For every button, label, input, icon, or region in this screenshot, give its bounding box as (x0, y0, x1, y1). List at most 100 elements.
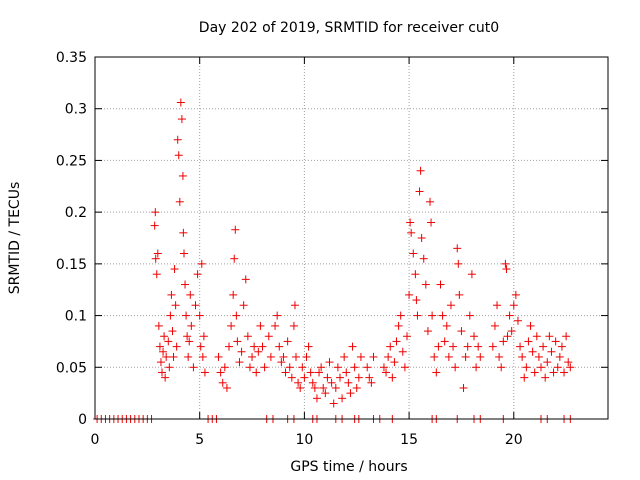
data-point (317, 363, 326, 372)
data-point (273, 311, 282, 320)
data-point (186, 290, 195, 299)
data-point (172, 342, 181, 351)
data-point (179, 249, 188, 258)
y-tick-label: 0 (78, 412, 87, 428)
data-point (398, 347, 407, 356)
data-point (432, 368, 441, 377)
data-point (214, 352, 223, 361)
data-point (150, 221, 159, 230)
data-point (502, 265, 511, 274)
data-point (338, 394, 347, 403)
data-point (289, 321, 298, 330)
axis-ticks: 0 0.05 0.1 0.15 0.2 0.25 0.3 0.35 0 5 10 15 20 (56, 50, 608, 448)
data-point (283, 337, 292, 346)
data-point (409, 249, 418, 258)
data-point (545, 332, 554, 341)
data-point (258, 342, 267, 351)
plot-frame (94, 56, 609, 420)
data-point (472, 363, 481, 372)
data-point (227, 321, 236, 330)
data-point (384, 352, 393, 361)
data-point (248, 352, 257, 361)
data-point (455, 290, 464, 299)
data-point (518, 352, 527, 361)
data-point (152, 270, 161, 279)
data-point (264, 332, 273, 341)
data-point (382, 368, 391, 377)
data-point (182, 311, 191, 320)
data-point (178, 171, 187, 180)
data-point (230, 254, 239, 263)
data-point (266, 352, 275, 361)
x-tick-label: 10 (295, 432, 313, 448)
data-point (467, 270, 476, 279)
data-point (174, 151, 183, 160)
data-point (528, 347, 537, 356)
data-point (363, 363, 372, 372)
data-point (356, 352, 365, 361)
y-tick-label: 0.35 (56, 50, 87, 66)
data-point (534, 352, 543, 361)
data-point (241, 275, 250, 284)
x-tick-label: 20 (505, 432, 523, 448)
x-tick-label: 0 (91, 432, 100, 448)
data-point (327, 378, 336, 387)
data-point (173, 135, 182, 144)
chart-title: Day 202 of 2019, SRMTID for receiver cut… (199, 20, 499, 36)
data-point (315, 368, 324, 377)
data-point (155, 342, 164, 351)
data-point (539, 342, 548, 351)
data-point (239, 301, 248, 310)
data-point (181, 280, 190, 289)
data-point (189, 363, 198, 372)
data-point (461, 352, 470, 361)
data-point (198, 352, 207, 361)
grid (95, 57, 608, 419)
data-point (170, 265, 179, 274)
data-point (369, 352, 378, 361)
data-point (367, 378, 376, 387)
data-point (446, 301, 455, 310)
data-point (319, 383, 328, 392)
data-point (511, 290, 520, 299)
data-point (323, 373, 332, 382)
data-point (469, 332, 478, 341)
data-point (436, 280, 445, 289)
data-point (287, 373, 296, 382)
x-axis-label: GPS time / hours (290, 459, 407, 475)
y-tick-label: 0.3 (65, 102, 87, 118)
data-point (277, 358, 286, 367)
data-point (560, 368, 569, 377)
data-point (310, 383, 319, 392)
x-tick-label: 15 (400, 432, 418, 448)
data-point (166, 311, 175, 320)
data-point (549, 368, 558, 377)
data-point (167, 290, 176, 299)
data-point (400, 363, 409, 372)
data-point (509, 301, 518, 310)
data-point (222, 383, 231, 392)
data-point (260, 363, 269, 372)
data-point (183, 332, 192, 341)
data-point (415, 187, 424, 196)
data-point (153, 249, 162, 258)
data-point (151, 208, 160, 217)
data-point (427, 218, 436, 227)
y-tick-label: 0.15 (56, 257, 87, 273)
data-point (426, 197, 435, 206)
data-point (252, 368, 261, 377)
data-point (413, 311, 422, 320)
data-point (474, 342, 483, 351)
data-point (493, 301, 502, 310)
data-point (488, 342, 497, 351)
data-point (394, 321, 403, 330)
data-point (191, 301, 200, 310)
data-point (154, 321, 163, 330)
data-point (200, 368, 209, 377)
data-point (306, 368, 315, 377)
data-point (564, 358, 573, 367)
data-point (179, 228, 188, 237)
data-point (250, 342, 259, 351)
data-point (416, 166, 425, 175)
